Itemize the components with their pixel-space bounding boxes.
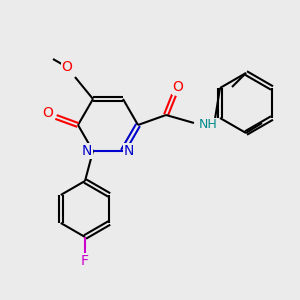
- Text: O: O: [172, 80, 183, 94]
- Text: F: F: [81, 254, 89, 268]
- Text: NH: NH: [199, 118, 218, 131]
- Text: O: O: [61, 60, 72, 74]
- Text: O: O: [43, 106, 53, 120]
- Text: N: N: [82, 144, 92, 158]
- Text: N: N: [124, 144, 134, 158]
